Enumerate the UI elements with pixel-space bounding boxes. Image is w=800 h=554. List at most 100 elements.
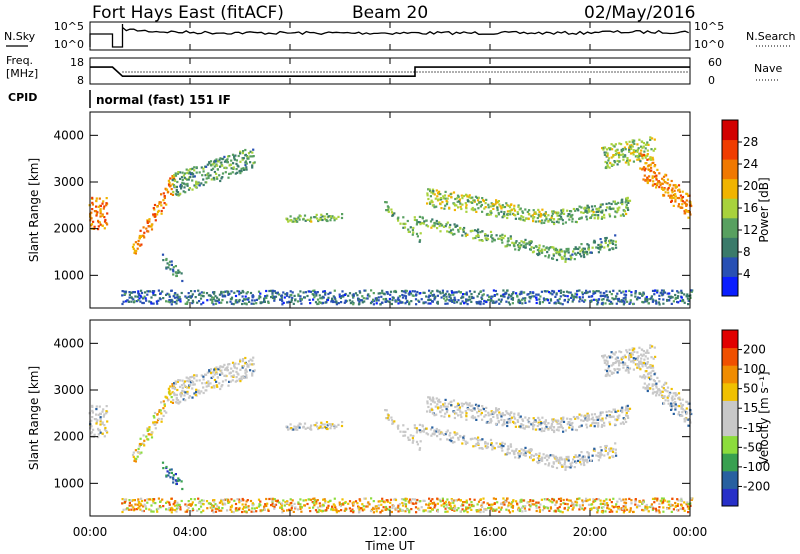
power-echo-cell <box>349 302 352 305</box>
power-echo-cell <box>241 157 244 160</box>
power-echo-cell <box>477 228 480 231</box>
power-echo-cell <box>577 247 580 251</box>
power-echo-cell <box>132 291 135 294</box>
power-echo-cell <box>547 214 550 217</box>
power-echo-cell <box>677 203 681 206</box>
power-echo-cell <box>533 295 536 298</box>
power-echo-cell <box>444 190 447 193</box>
freq-panel: 18 8 60 0 Freq. [MHz] Nave <box>6 54 782 87</box>
power-echo-cell <box>518 247 521 250</box>
velocity-echo-cell <box>426 402 429 405</box>
power-echo-cell <box>637 157 640 160</box>
velocity-echo-cell <box>347 502 350 505</box>
velocity-echo-cell <box>429 499 432 502</box>
velocity-echo-cell <box>652 357 655 360</box>
power-echo-cell <box>105 221 108 225</box>
power-echo-cell <box>168 295 171 298</box>
power-echo-cell <box>290 219 293 222</box>
power-echo-cell <box>174 292 177 295</box>
power-echo-cell <box>606 296 609 299</box>
power-echo-cell <box>160 204 163 207</box>
power-echo-cell <box>624 293 628 296</box>
velocity-echo-cell <box>577 417 580 420</box>
power-echo-cell <box>528 295 531 299</box>
velocity-echo-cell <box>463 510 466 513</box>
power-echo-cell <box>273 299 276 302</box>
power-echo-cell <box>426 225 430 228</box>
power-echo-cell <box>436 294 439 297</box>
power-echo-cell <box>559 254 562 257</box>
power-echo-cell <box>552 210 555 213</box>
velocity-echo-cell <box>152 415 155 418</box>
power-echo-cell <box>179 185 182 188</box>
power-echo-cell <box>431 192 435 195</box>
power-echo-cell <box>408 293 411 296</box>
velocity-echo-cell <box>457 438 460 441</box>
velocity-echo-cell <box>195 374 198 377</box>
power-echo-cell <box>609 161 612 165</box>
power-echo-cell <box>169 177 172 180</box>
velocity-echo-cell <box>239 499 243 502</box>
velocity-echo-cell <box>219 373 222 376</box>
velocity-echo-cell <box>218 382 221 385</box>
velocity-echo-cell <box>167 474 170 477</box>
velocity-echo-cell <box>601 411 604 414</box>
velocity-echo-cell <box>679 402 682 405</box>
velocity-echo-cell <box>580 456 584 459</box>
velocity-echo-cell <box>567 455 570 458</box>
velocity-echo-cell <box>340 509 343 512</box>
power-echo-cell <box>263 297 266 300</box>
power-echo-cell <box>442 225 446 228</box>
velocity-echo-cell <box>250 510 253 513</box>
power-echo-cell <box>534 212 538 215</box>
velocity-echo-cell <box>475 510 479 513</box>
power-echo-cell <box>640 149 643 152</box>
power-echo-cell <box>611 164 614 167</box>
power-echo-cell <box>186 171 189 175</box>
power-echo-cell <box>592 213 595 216</box>
velocity-echo-cell <box>470 501 473 504</box>
velocity-echo-cell <box>148 498 151 501</box>
velocity-echo-cell <box>105 412 108 415</box>
velocity-echo-cell <box>616 415 619 418</box>
power-echo-cell <box>557 289 561 293</box>
power-echo-cell <box>150 302 153 305</box>
power-echo-cell <box>566 295 569 298</box>
velocity-echo-cell <box>549 454 552 457</box>
velocity-echo-cell <box>538 506 541 509</box>
power-echo-cell <box>652 149 655 152</box>
velocity-echo-cell <box>477 510 480 513</box>
velocity-echo-cell <box>562 418 565 421</box>
velocity-echo-cell <box>498 411 501 414</box>
velocity-echo-cell <box>535 504 538 507</box>
power-echo-cell <box>619 153 622 156</box>
power-echo-cell <box>586 291 589 294</box>
velocity-echo-cell <box>138 501 141 504</box>
velocity-echo-cell <box>99 420 102 423</box>
power-echo-cell <box>179 192 182 195</box>
velocity-echo-cell <box>466 408 470 411</box>
velocity-echo-cell <box>241 503 244 506</box>
power-echo-cell <box>578 289 581 292</box>
velocity-echo-cell <box>666 390 669 393</box>
power-echo-cell <box>244 148 247 152</box>
velocity-echo-cell <box>357 506 361 509</box>
velocity-echo-cell <box>96 419 99 422</box>
power-echo-cell <box>602 292 605 295</box>
velocity-echo-cell <box>174 509 177 512</box>
velocity-echo-cell <box>479 408 482 412</box>
velocity-echo-cell <box>418 448 421 451</box>
power-echo-cell <box>425 219 428 222</box>
velocity-echo-cell <box>528 421 531 424</box>
power-echo-cell <box>338 293 341 296</box>
velocity-echo-cell <box>391 506 394 510</box>
power-echo-cell <box>408 303 411 306</box>
power-echo-cell <box>623 293 626 296</box>
power-echo-cell <box>179 171 182 174</box>
velocity-echo-cell <box>600 419 603 422</box>
power-echo-cell <box>321 297 324 300</box>
power-echo-cell <box>581 250 585 253</box>
velocity-echo-cell <box>530 423 533 426</box>
power-echo-cell <box>95 213 98 216</box>
power-echo-cell <box>396 298 399 301</box>
